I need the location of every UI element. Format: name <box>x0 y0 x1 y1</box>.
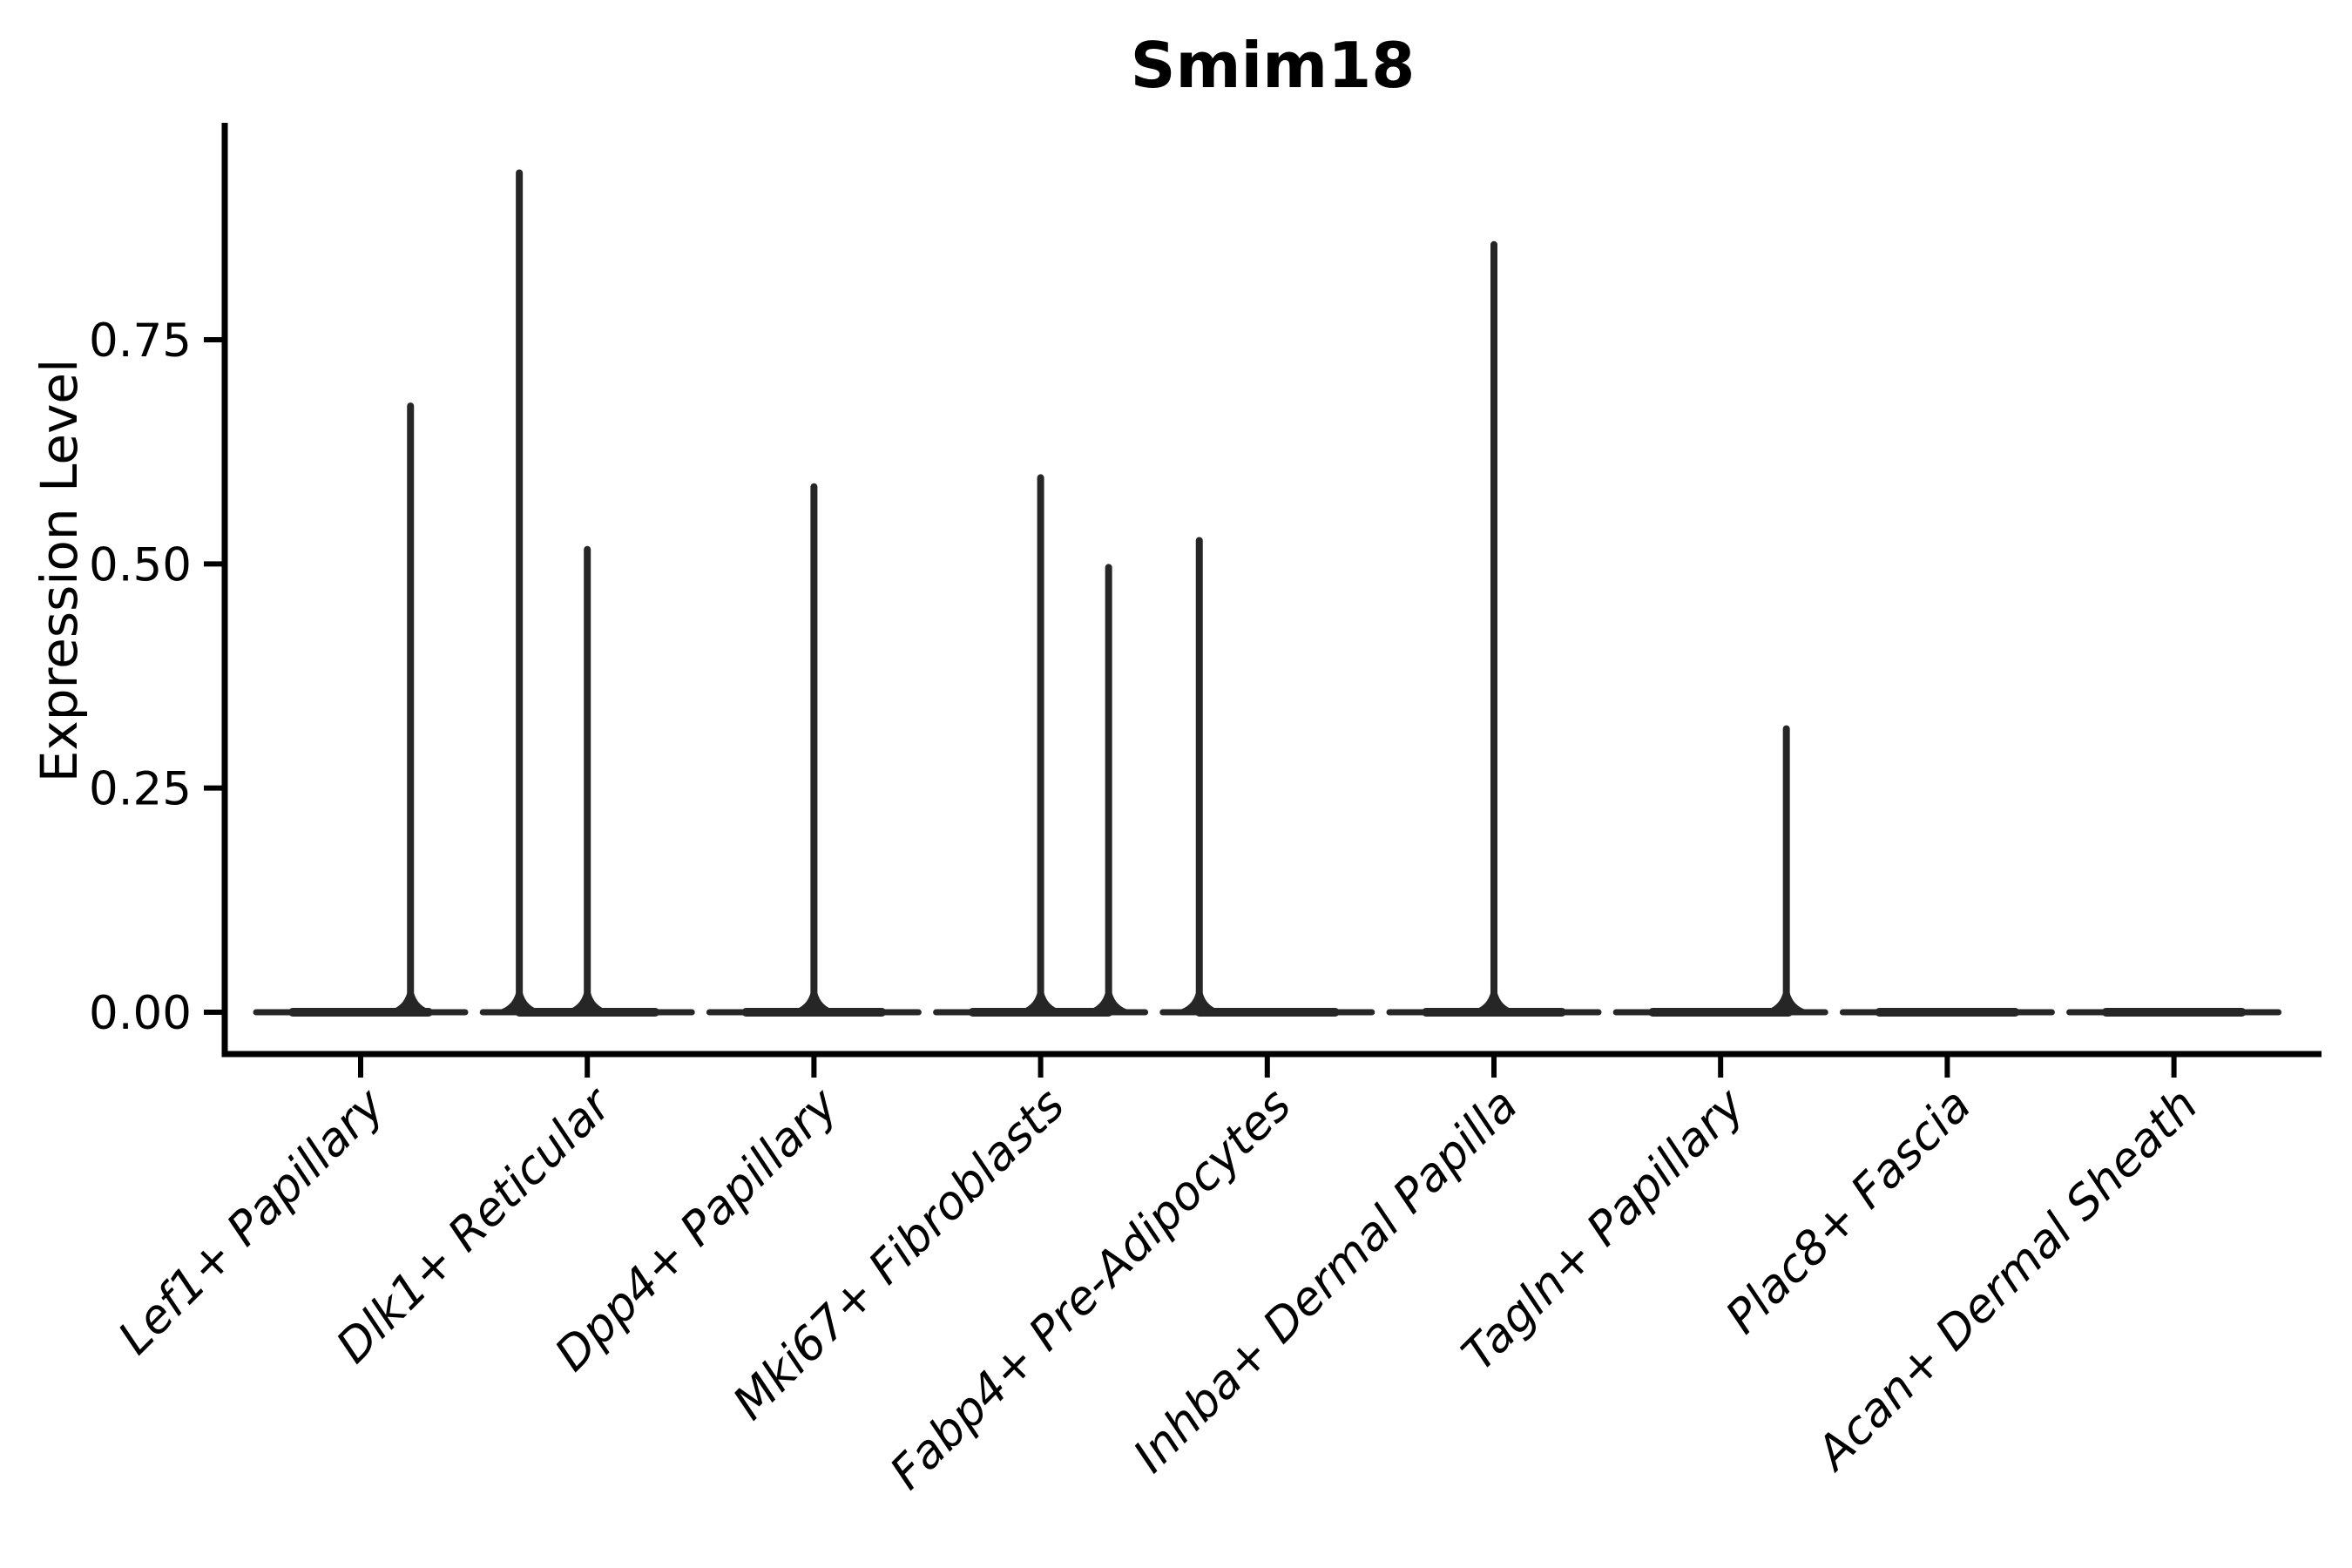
y-tick-label: 0.75 <box>89 314 192 368</box>
violin <box>933 474 1149 1017</box>
x-tick-label: Plac8+ Fascia <box>1716 1078 1982 1344</box>
axes-spines <box>221 123 2322 1058</box>
violin <box>253 402 469 1017</box>
y-tick-label: 0.00 <box>89 987 192 1040</box>
violin <box>1159 537 1375 1017</box>
chart-title: Smim18 <box>1131 29 1416 102</box>
violins-layer <box>253 169 2282 1017</box>
y-axis-label: Expression Level <box>30 359 89 782</box>
x-tick-label: Acan+ Dermal Sheath <box>1805 1078 2208 1482</box>
violin <box>706 483 922 1017</box>
y-axis: 0.00 0.25 0.50 0.75 <box>89 314 225 1040</box>
violin <box>479 169 695 1017</box>
x-tick-label: Inhba+ Dermal Papilla <box>1124 1078 1528 1483</box>
y-tick-label: 0.50 <box>89 538 192 591</box>
y-tick-label: 0.25 <box>89 763 192 816</box>
violin <box>1386 240 1602 1017</box>
violin <box>1612 725 1828 1017</box>
x-tick-label: Fabp4+ Pre-Adipocytes <box>880 1078 1301 1500</box>
